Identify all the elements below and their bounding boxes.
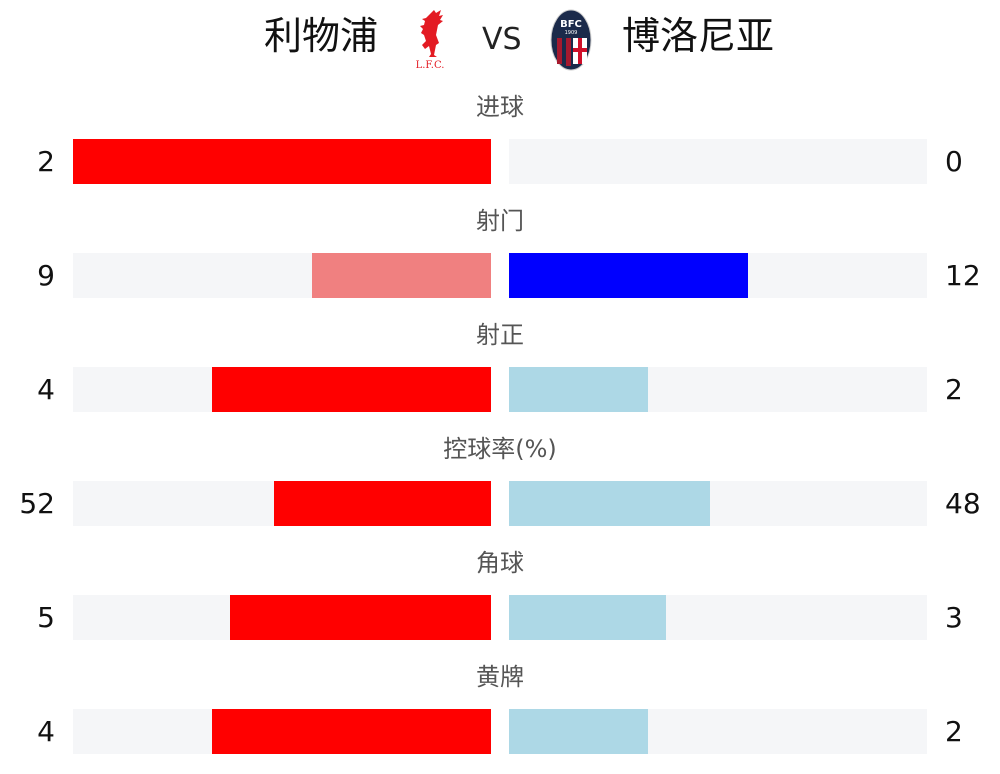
stat-row: 角球 5 3 <box>0 546 1000 660</box>
away-bar <box>509 709 649 754</box>
stat-row: 控球率(%) 52 48 <box>0 432 1000 546</box>
stat-row: 黄牌 4 2 <box>0 660 1000 774</box>
away-bar-track <box>509 481 927 526</box>
home-bar <box>311 253 491 298</box>
away-value: 12 <box>945 259 981 292</box>
stat-row: 射门 9 12 <box>0 204 1000 318</box>
liverpool-logo-icon: L.F.C. <box>416 10 445 71</box>
away-bar-track <box>509 595 927 640</box>
away-bar <box>509 595 666 640</box>
home-team-name: 利物浦 <box>263 14 378 58</box>
stat-row: 射正 4 2 <box>0 318 1000 432</box>
home-bar-track <box>73 709 491 754</box>
home-bar-track <box>73 367 491 412</box>
home-bar <box>229 595 491 640</box>
bologna-logo-icon: BFC 1909 <box>550 9 592 71</box>
away-bar <box>509 253 748 298</box>
home-value: 4 <box>37 373 55 406</box>
stat-label: 黄牌 <box>476 663 524 691</box>
home-value: 9 <box>37 259 55 292</box>
stat-label: 射正 <box>476 321 524 349</box>
vs-label: VS <box>482 22 522 57</box>
home-bar <box>273 481 491 526</box>
away-value: 48 <box>945 487 981 520</box>
home-value: 2 <box>37 145 55 178</box>
away-bar <box>509 481 710 526</box>
stat-row: 进球 2 0 <box>0 90 1000 204</box>
away-value: 2 <box>945 715 963 748</box>
match-header: 利物浦 L.F.C. VS BFC 1909 博洛尼亚 <box>0 0 1000 80</box>
home-bar-track <box>73 139 491 184</box>
svg-text:BFC: BFC <box>560 19 582 30</box>
away-bar-track <box>509 253 927 298</box>
away-value: 0 <box>945 145 963 178</box>
away-bar <box>509 367 649 412</box>
away-value: 3 <box>945 601 963 634</box>
home-bar <box>212 709 491 754</box>
home-bar-track <box>73 595 491 640</box>
home-value: 52 <box>19 487 55 520</box>
away-team-name: 博洛尼亚 <box>622 14 775 58</box>
home-bar-track <box>73 481 491 526</box>
stat-label: 进球 <box>476 93 524 121</box>
stat-label: 角球 <box>476 549 524 577</box>
home-value: 5 <box>37 601 55 634</box>
away-value: 2 <box>945 373 963 406</box>
away-bar-track <box>509 139 927 184</box>
stat-label: 射门 <box>476 207 524 235</box>
home-bar <box>73 139 491 184</box>
home-bar <box>212 367 491 412</box>
stat-label: 控球率(%) <box>443 435 557 463</box>
home-bar-track <box>73 253 491 298</box>
away-bar-track <box>509 367 927 412</box>
svg-text:L.F.C.: L.F.C. <box>416 60 445 71</box>
home-value: 4 <box>37 715 55 748</box>
svg-text:1909: 1909 <box>565 30 578 36</box>
away-bar-track <box>509 709 927 754</box>
